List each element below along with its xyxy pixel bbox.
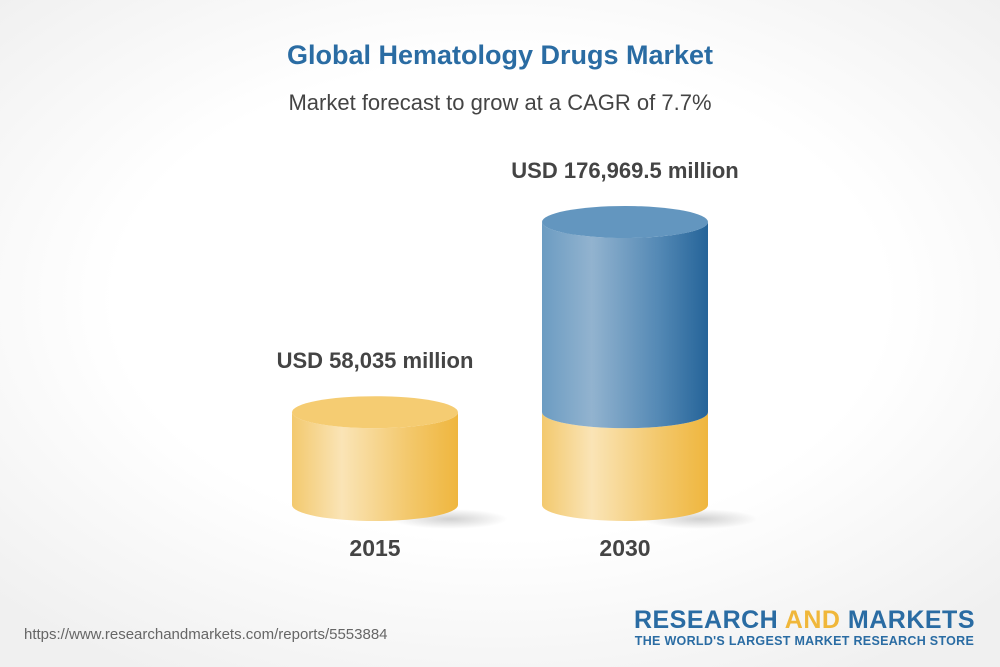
chart-title: Global Hematology Drugs Market bbox=[286, 40, 714, 70]
chart-subtitle: Market forecast to grow at a CAGR of 7.7… bbox=[288, 90, 712, 115]
cylinder-top-2030 bbox=[542, 206, 708, 238]
cylinder-2030-growth bbox=[542, 222, 708, 429]
logo-tagline: THE WORLD'S LARGEST MARKET RESEARCH STOR… bbox=[634, 634, 975, 648]
data-label-2030: USD 176,969.5 million bbox=[511, 158, 738, 183]
logo-text-research: RESEARCH bbox=[633, 606, 785, 634]
cylinder-2015 bbox=[292, 412, 458, 521]
logo-text-markets: MARKETS bbox=[840, 606, 975, 634]
cylinder-top-2015 bbox=[292, 396, 458, 429]
logo-text-and: AND bbox=[784, 606, 841, 634]
cylinder-2030-base bbox=[542, 412, 708, 521]
category-label-2030: 2030 bbox=[599, 535, 650, 561]
source-url[interactable]: https://www.researchandmarkets.com/repor… bbox=[24, 626, 388, 643]
data-label-2015: USD 58,035 million bbox=[277, 348, 474, 373]
category-label-2015: 2015 bbox=[349, 535, 400, 561]
research-and-markets-logo: RESEARCH AND MARKETS THE WORLD'S LARGEST… bbox=[634, 606, 975, 648]
